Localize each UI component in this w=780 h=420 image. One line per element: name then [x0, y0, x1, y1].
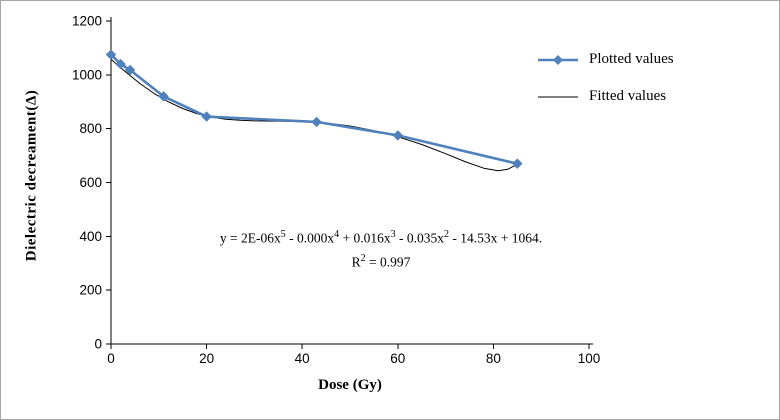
legend-label-fitted-values: Fitted values	[589, 88, 667, 104]
svg-text:600: 600	[79, 175, 102, 190]
trendline-equation: y = 2E-06x5 - 0.000x4 + 0.016x3 - 0.035x…	[219, 229, 543, 246]
svg-text:400: 400	[79, 229, 102, 244]
svg-text:20: 20	[199, 351, 214, 366]
equation-annotation: y = 2E-06x5 - 0.000x4 + 0.016x3 - 0.035x…	[151, 225, 611, 272]
legend-item-fitted-values: Fitted values	[537, 88, 674, 105]
legend-item-plotted-values: Plotted values	[537, 51, 674, 68]
svg-text:1200: 1200	[72, 14, 102, 29]
x-axis-title: Dose (Gy)	[318, 377, 382, 393]
svg-text:200: 200	[79, 283, 102, 298]
svg-text:60: 60	[390, 351, 405, 366]
chart-legend: Plotted values Fitted values	[537, 51, 674, 125]
svg-text:0: 0	[94, 337, 102, 352]
svg-text:800: 800	[79, 121, 102, 136]
legend-label-plotted-values: Plotted values	[589, 51, 674, 67]
svg-text:80: 80	[486, 351, 501, 366]
svg-text:0: 0	[107, 351, 115, 366]
svg-text:100: 100	[578, 351, 601, 366]
svg-text:40: 40	[295, 351, 310, 366]
y-axis-title: Dielectric decreament(Δ)	[23, 89, 40, 262]
svg-text:1000: 1000	[72, 67, 102, 82]
r-squared-value: R2 = 0.997	[351, 252, 411, 270]
plotted-values-marker-icon	[538, 54, 578, 65]
fitted-values-line-icon	[538, 96, 578, 97]
